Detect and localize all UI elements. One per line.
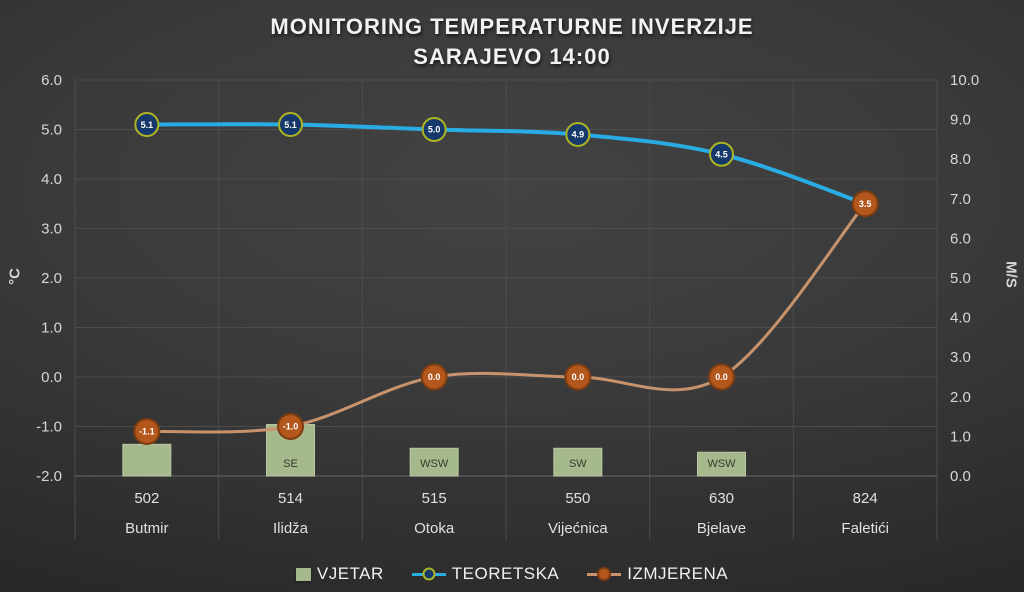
- right-axis-tick-label: 7.0: [950, 191, 971, 208]
- teoretska-marker-dot: [422, 567, 436, 581]
- teoretska-point-label: 4.9: [572, 130, 585, 140]
- vjetar-bar: [409, 447, 459, 477]
- izmjerena-point: [564, 363, 592, 391]
- vjetar-bars: SE WSW SW WSW: [122, 424, 746, 477]
- right-axis-tick-label: 10.0: [950, 72, 979, 89]
- station-label: Bjelave: [697, 520, 746, 537]
- vjetar-bar: [553, 447, 603, 477]
- elevation-label: 515: [422, 490, 447, 507]
- right-axis-tick-label: 9.0: [950, 112, 971, 129]
- elevation-label: 514: [278, 490, 303, 507]
- left-axis-tick-label: 5.0: [41, 122, 62, 139]
- teoretska-point: [709, 141, 734, 167]
- gridlines: [74, 79, 938, 540]
- right-axis-tick-label: 2.0: [950, 389, 971, 406]
- elevation-label: 502: [134, 490, 159, 507]
- vjetar-bar: [697, 451, 746, 477]
- axis-tick-labels: 6.0 5.0 4.0 3.0 2.0 1.0 0.0 -1.0 -2.0 10.0 9.0 8.0 7…: [36, 72, 979, 485]
- left-axis-title: °C: [6, 268, 24, 285]
- station-label: Butmir: [125, 520, 168, 537]
- izmjerena-point: [708, 363, 735, 391]
- vjetar-bar: [122, 443, 172, 477]
- izmjerena-point: [133, 417, 161, 445]
- izmjerena-point: [277, 413, 304, 440]
- teoretska-point: [421, 117, 447, 142]
- teoretska-point: [565, 121, 591, 147]
- elevation-label: 630: [709, 490, 734, 507]
- izmjerena-swatch-icon: [587, 566, 622, 582]
- right-axis-tick-label: 4.0: [950, 310, 971, 327]
- legend-item-vjetar: VJETAR: [295, 564, 384, 584]
- teoretska-point-label: 5.0: [428, 125, 441, 135]
- wind-direction-label: WSW: [707, 458, 736, 470]
- right-axis-tick-label: 0.0: [950, 468, 971, 485]
- elevation-label: 550: [565, 490, 590, 507]
- izmjerena-point-label: 0.0: [572, 372, 585, 382]
- teoretska-point-label: 5.1: [141, 120, 154, 130]
- right-axis-tick-label: 6.0: [950, 230, 971, 247]
- right-axis-tick-label: 8.0: [950, 151, 971, 168]
- izmjerena-point: [420, 363, 448, 391]
- right-axis-tick-label: 1.0: [950, 428, 971, 445]
- chart-title: MONITORING TEMPERATURNE INVERZIJE SARAJE…: [0, 12, 1024, 72]
- left-axis-tick-label: 4.0: [41, 171, 62, 188]
- legend-label-vjetar: VJETAR: [316, 564, 384, 583]
- teoretska-point-label: 4.5: [715, 149, 728, 159]
- right-axis-title: M/S: [1002, 261, 1020, 288]
- wind-direction-label: SE: [283, 458, 298, 470]
- teoretska-point-label: 5.1: [284, 120, 297, 130]
- izmjerena-point-label: 0.0: [715, 372, 728, 382]
- left-axis-tick-label: 2.0: [41, 270, 62, 287]
- left-axis-tick-label: -2.0: [36, 468, 62, 485]
- teoretska-point: [278, 112, 303, 138]
- left-axis-tick-label: 3.0: [41, 221, 62, 238]
- legend-label-izmjerena: IZMJERENA: [627, 564, 729, 583]
- vjetar-swatch-icon: [295, 567, 311, 581]
- izmjerena-marker-dot: [597, 567, 612, 581]
- left-axis-tick-label: -1.0: [36, 419, 62, 436]
- right-axis-tick-label: 3.0: [950, 349, 971, 366]
- legend: VJETAR TEORETSKA IZMJERENA: [0, 564, 1024, 584]
- izmjerena-point-label: -1.0: [283, 422, 299, 432]
- izmjerena-markers: -1.1 -1.0 0.0 0.0 0.0 3.5: [133, 190, 879, 445]
- station-label: Ilidža: [273, 520, 309, 537]
- station-label: Vijećnica: [548, 520, 608, 537]
- elevation-label: 824: [853, 490, 878, 507]
- left-axis-tick-label: 1.0: [41, 320, 62, 337]
- legend-label-teoretska: TEORETSKA: [451, 564, 560, 583]
- chart-title-line1: MONITORING TEMPERATURNE INVERZIJE: [270, 14, 754, 39]
- teoretska-swatch-icon: [411, 566, 446, 582]
- izmjerena-point-label: -1.1: [139, 427, 155, 437]
- station-label: Otoka: [414, 520, 455, 537]
- left-axis-tick-label: 6.0: [41, 72, 62, 89]
- wind-direction-label: WSW: [420, 458, 449, 470]
- izmjerena-point: [851, 190, 879, 218]
- izmjerena-point-label: 0.0: [428, 372, 441, 382]
- wind-direction-label: SW: [569, 458, 587, 470]
- station-label: Faletići: [841, 520, 889, 537]
- category-labels: 502 514 515 550 630 824 Butmir Ilidža Otoka Vijeć…: [125, 490, 889, 537]
- izmjerena-point-label: 3.5: [859, 199, 872, 209]
- left-axis-tick-label: 0.0: [41, 369, 62, 386]
- legend-item-izmjerena: IZMJERENA: [587, 564, 728, 584]
- teoretska-point: [134, 112, 160, 138]
- right-axis-tick-label: 5.0: [950, 270, 971, 287]
- chart-title-line2: SARAJEVO 14:00: [413, 44, 611, 69]
- legend-item-teoretska: TEORETSKA: [411, 564, 560, 584]
